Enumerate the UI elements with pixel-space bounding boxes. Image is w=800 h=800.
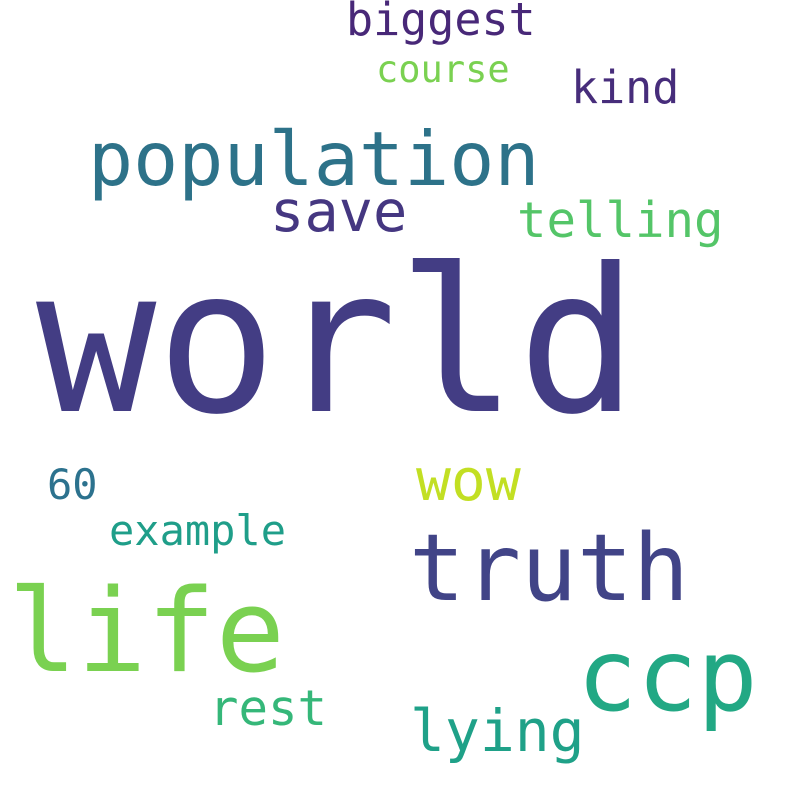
word-world: world	[36, 226, 639, 459]
word-course: course	[376, 48, 510, 91]
word-telling: telling	[517, 192, 724, 249]
word-example: example	[109, 506, 287, 555]
word-population: population	[88, 115, 540, 203]
word-truth: truth	[409, 514, 689, 622]
word-ccp: ccp	[577, 617, 758, 734]
word-60: 60	[47, 460, 98, 509]
word-biggest: biggest	[346, 0, 536, 46]
word-lying: lying	[410, 697, 585, 765]
word-kind: kind	[571, 61, 680, 114]
word-life: life	[8, 565, 285, 699]
word-save: save	[270, 179, 408, 245]
word-wow: wow	[416, 446, 521, 514]
word-rest: rest	[209, 680, 328, 737]
